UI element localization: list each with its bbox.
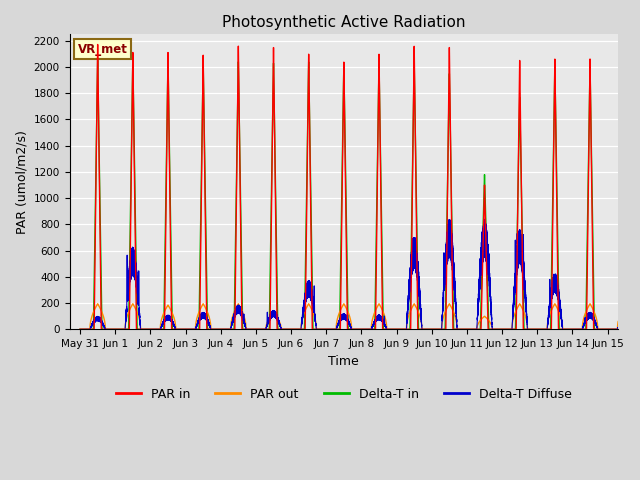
Title: Photosynthetic Active Radiation: Photosynthetic Active Radiation <box>222 15 465 30</box>
Y-axis label: PAR (umol/m2/s): PAR (umol/m2/s) <box>15 130 28 234</box>
Text: VR_met: VR_met <box>77 43 127 56</box>
X-axis label: Time: Time <box>328 355 359 368</box>
Legend: PAR in, PAR out, Delta-T in, Delta-T Diffuse: PAR in, PAR out, Delta-T in, Delta-T Dif… <box>111 383 577 406</box>
